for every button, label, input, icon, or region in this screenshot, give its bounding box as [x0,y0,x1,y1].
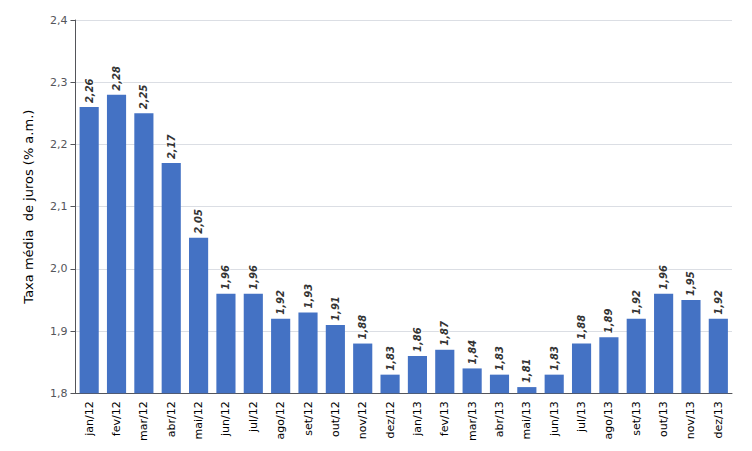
svg-text:2,17: 2,17 [166,134,177,159]
svg-text:abr/13: abr/13 [493,401,506,437]
svg-text:1,89: 1,89 [603,309,614,334]
svg-text:ago/13: ago/13 [602,401,615,439]
svg-text:1,87: 1,87 [439,321,450,346]
svg-text:1,95: 1,95 [685,271,696,296]
svg-text:jun/12: jun/12 [219,401,232,437]
svg-text:2,4: 2,4 [50,14,68,27]
svg-text:dez/12: dez/12 [384,401,397,438]
svg-text:1,96: 1,96 [248,265,259,290]
svg-text:1,93: 1,93 [303,284,314,309]
svg-text:1,86: 1,86 [412,327,423,352]
svg-text:fev/13: fev/13 [438,401,451,436]
svg-text:1,96: 1,96 [220,265,231,290]
svg-text:1,92: 1,92 [631,290,642,315]
svg-text:1,88: 1,88 [357,315,368,340]
svg-text:dez/13: dez/13 [712,401,725,438]
svg-text:jan/12: jan/12 [83,401,96,436]
svg-text:1,92: 1,92 [713,290,724,315]
svg-text:1,83: 1,83 [385,346,396,371]
svg-text:2,05: 2,05 [193,209,204,234]
svg-text:1,96: 1,96 [658,265,669,290]
svg-text:1,88: 1,88 [576,315,587,340]
svg-text:Taxa média de juros (% a.m.): Taxa média de juros (% a.m.) [21,110,36,305]
svg-text:set/12: set/12 [302,401,315,436]
svg-text:2,2: 2,2 [50,138,68,151]
svg-text:out/12: out/12 [329,401,342,437]
svg-text:2,1: 2,1 [50,200,68,213]
svg-text:jul/12: jul/12 [247,401,260,433]
svg-text:mai/13: mai/13 [520,401,533,439]
svg-text:2,25: 2,25 [138,85,149,110]
svg-text:fev/12: fev/12 [110,401,123,436]
svg-text:jun/13: jun/13 [548,401,561,437]
svg-text:1,92: 1,92 [275,290,286,315]
svg-text:1,8: 1,8 [50,387,68,400]
svg-text:2,26: 2,26 [84,78,95,103]
svg-text:nov/13: nov/13 [684,401,697,439]
svg-text:mai/12: mai/12 [192,401,205,439]
svg-text:1,84: 1,84 [467,340,478,365]
svg-text:mar/12: mar/12 [137,401,150,441]
svg-text:jan/13: jan/13 [411,401,424,436]
svg-text:set/13: set/13 [630,401,643,436]
svg-text:out/13: out/13 [657,401,670,437]
svg-text:1,81: 1,81 [521,358,532,383]
svg-text:ago/12: ago/12 [274,401,287,439]
svg-text:2,3: 2,3 [50,76,68,89]
svg-text:1,9: 1,9 [50,325,68,338]
svg-text:1,91: 1,91 [330,296,341,321]
svg-text:abr/12: abr/12 [165,401,178,437]
svg-text:1,83: 1,83 [494,346,505,371]
svg-text:2,28: 2,28 [111,66,122,91]
svg-text:nov/12: nov/12 [356,401,369,439]
svg-text:jul/13: jul/13 [575,401,588,433]
svg-text:2,0: 2,0 [50,262,68,275]
svg-text:mar/13: mar/13 [466,401,479,441]
svg-text:1,83: 1,83 [549,346,560,371]
